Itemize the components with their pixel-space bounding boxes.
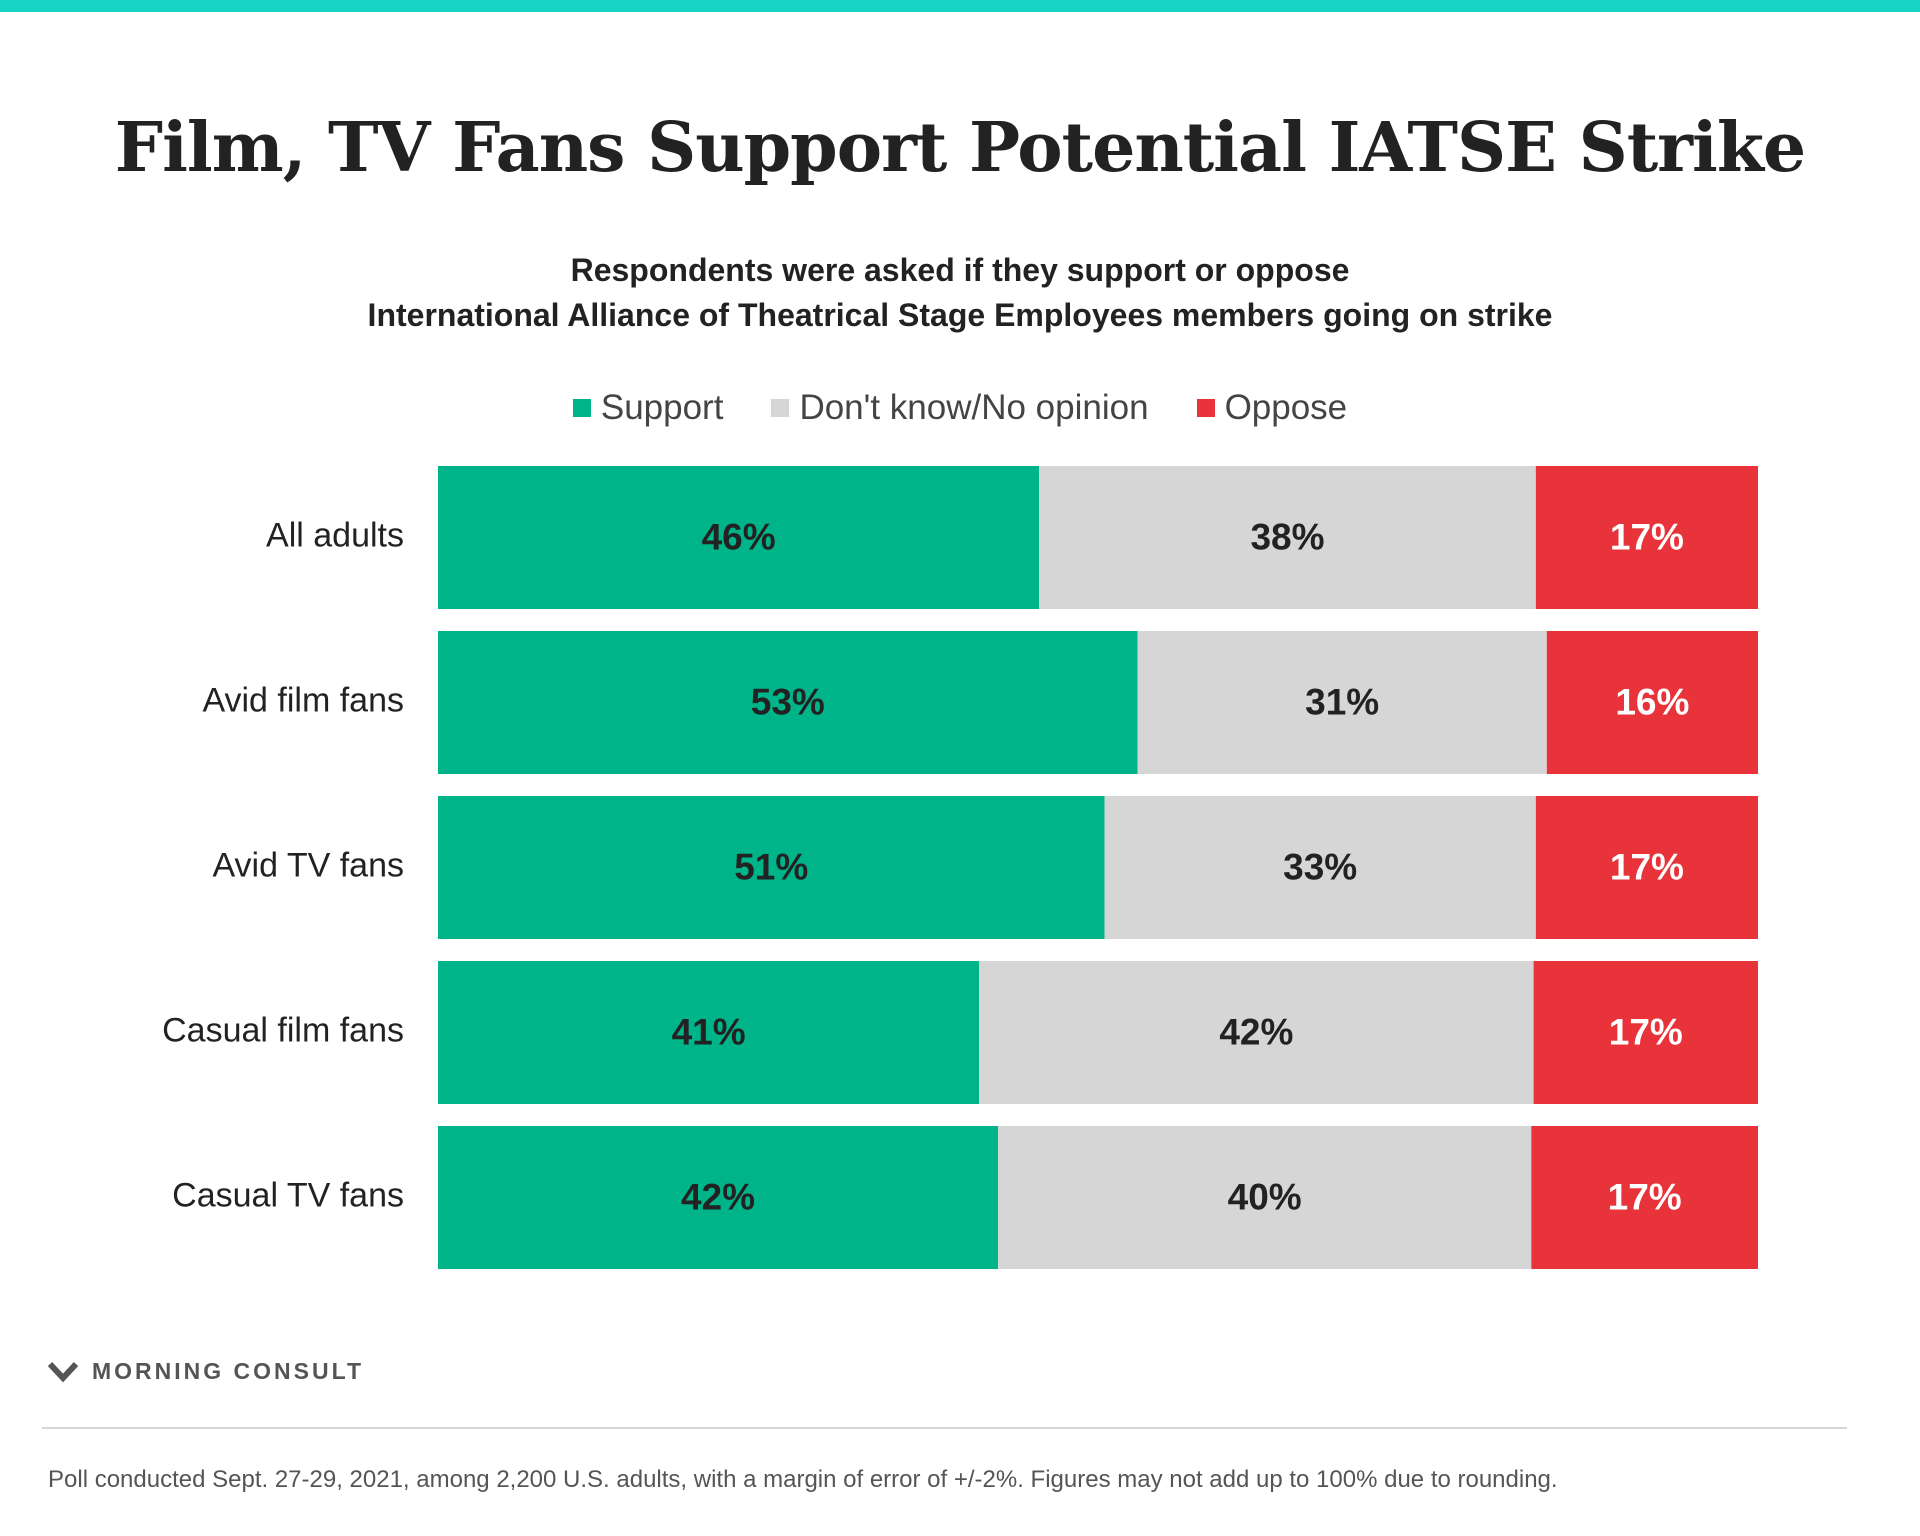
category-label: Casual film fans [162, 1011, 404, 1049]
legend-swatch-support [572, 399, 591, 417]
legend-label-no-opinion: Don't know/No opinion [799, 388, 1149, 427]
data-label: 33% [1283, 846, 1357, 887]
legend-label-oppose: Oppose [1224, 388, 1348, 427]
bar-segment-oppose [1535, 466, 1758, 609]
category-label: Avid film fans [202, 681, 404, 719]
legend-swatch-no-opinion [771, 399, 790, 417]
bar-segment-no-opinion [1039, 466, 1536, 609]
data-label: 17% [1610, 846, 1684, 887]
data-label: 16% [1615, 681, 1689, 722]
category-label: Avid TV fans [212, 846, 404, 884]
data-label: 38% [1250, 516, 1324, 557]
data-label: 46% [702, 516, 776, 557]
chart-legend: Support Don't know/No opinion Oppose [0, 388, 1920, 428]
subtitle-line-2: International Alliance of Theatrical Sta… [367, 297, 1553, 333]
data-label: 51% [734, 846, 808, 887]
logo-text: MORNING CONSULT [92, 1358, 365, 1384]
category-label: All adults [266, 516, 404, 554]
morning-consult-m-icon [48, 1361, 78, 1382]
legend-item-oppose: Oppose [1196, 388, 1348, 428]
morning-consult-logo: MORNING CONSULT [48, 1358, 364, 1385]
legend-label-support: Support [600, 388, 724, 427]
bar-segment-oppose [1531, 1126, 1758, 1269]
data-label: 31% [1305, 681, 1379, 722]
bar-segment-oppose [1533, 961, 1758, 1104]
bar-segment-support [438, 466, 1040, 609]
data-label: 53% [751, 681, 825, 722]
footer-divider [42, 1427, 1847, 1429]
bar-segment-support [438, 631, 1138, 774]
subtitle-line-1: Respondents were asked if they support o… [570, 252, 1350, 288]
data-label: 41% [672, 1011, 746, 1052]
legend-swatch-oppose [1196, 399, 1215, 417]
bar-segment-no-opinion [1137, 631, 1547, 774]
data-label: 42% [1219, 1011, 1293, 1052]
chart-title: Film, TV Fans Support Potential IATSE St… [114, 108, 1806, 188]
top-accent-bar [0, 0, 1920, 12]
bar-segment-support [438, 1126, 998, 1269]
bar-segment-oppose [1535, 796, 1758, 939]
bar-segment-support [438, 796, 1105, 939]
bar-segment-no-opinion [979, 961, 1534, 1104]
data-label: 17% [1610, 516, 1684, 557]
footnote: Poll conducted Sept. 27-29, 2021, among … [48, 1466, 1558, 1493]
bar-segment-no-opinion [998, 1126, 1532, 1269]
bar-segment-no-opinion [1104, 796, 1536, 939]
bar-segment-oppose [1546, 631, 1758, 774]
data-label: 42% [681, 1176, 755, 1217]
legend-item-no-opinion: Don't know/No opinion [771, 388, 1149, 428]
data-label: 17% [1608, 1176, 1682, 1217]
legend-item-support: Support [572, 388, 724, 428]
stacked-bar-chart: All adults 46% 38% 17% Avid film fans 53% 31% 1… [162, 466, 1758, 1269]
chart-subtitle: Respondents were asked if they support o… [0, 248, 1920, 338]
data-label: 40% [1228, 1176, 1302, 1217]
data-label: 17% [1609, 1011, 1683, 1052]
category-label: Casual TV fans [172, 1176, 404, 1214]
bar-segment-support [438, 961, 980, 1104]
